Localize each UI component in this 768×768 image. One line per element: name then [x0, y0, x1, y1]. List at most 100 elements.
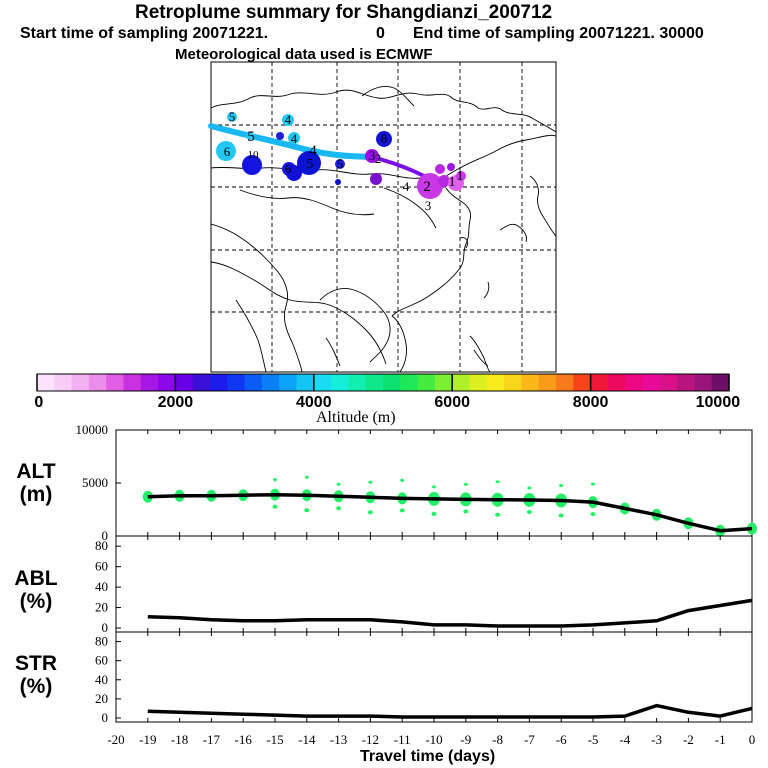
alt-panel: 10000 5000 0 [76, 422, 757, 543]
colorbar-cell [261, 374, 280, 391]
colorbar-cell [642, 374, 661, 391]
cluster-number: 5 [247, 129, 255, 145]
alt-cluster-blob [526, 509, 532, 514]
x-tick-label: -10 [425, 732, 442, 747]
alt-cluster-blob [367, 510, 373, 515]
abl-y-tick-label: 80 [95, 538, 108, 553]
x-tick-label: -12 [362, 732, 379, 747]
str-label-name: STR [15, 652, 57, 675]
trajectory-segment-early [208, 123, 375, 160]
alt-cluster-blob [555, 493, 568, 508]
cluster-number: 4 [309, 143, 317, 159]
colorbar-cell [244, 374, 263, 391]
cluster-number: 5 [337, 156, 344, 171]
cluster-number-labels: 5 4 5 4 6 10 4 6 5 8 5 3 2 4 2 3 1 1 [224, 109, 464, 213]
alt-cluster-blob [304, 475, 309, 479]
x-tick-label: -15 [266, 732, 283, 747]
plume-clusters [216, 112, 466, 199]
alt-cluster-blob [590, 512, 596, 517]
abl-panel-frame [115, 535, 753, 633]
colorbar-tick-label: 6000 [434, 394, 470, 411]
alt-cluster-blob [333, 490, 344, 503]
colorbar-cell [192, 374, 211, 391]
x-tick-label: -19 [139, 732, 156, 747]
alt-cluster-blob [559, 483, 564, 487]
colorbar-cell [279, 374, 298, 391]
colorbar-tick-label: 2000 [157, 394, 194, 411]
colorbar-cell [573, 374, 592, 391]
x-tick-label: 0 [749, 732, 756, 747]
alt-cluster-blob [206, 489, 217, 502]
colorbar-cell [158, 374, 176, 391]
x-tick-label: -9 [460, 732, 471, 747]
alt-cluster-blob [747, 522, 757, 535]
alt-series-line [147, 492, 753, 533]
colorbar-cell [400, 374, 419, 391]
alt-panel-frame [115, 429, 753, 537]
abl-y-tick-label: 0 [102, 620, 109, 635]
alt-cluster-blob [715, 524, 726, 537]
alt-cluster-blob [588, 496, 598, 509]
cluster-number: 6 [224, 144, 231, 159]
alt-cluster-blob [399, 508, 405, 513]
map-coastlines [211, 85, 556, 372]
alt-cluster-blob [428, 491, 440, 506]
alt-cluster-blob [558, 513, 564, 518]
alt-cluster-blob [304, 508, 310, 513]
cluster-number: 4 [403, 179, 410, 194]
colorbar-cell [556, 374, 574, 391]
alt-cluster-blob [270, 488, 280, 501]
str-y-tick-label: 0 [102, 710, 109, 725]
colorbar-cell [625, 374, 644, 391]
str-y-tick-label: 80 [95, 634, 108, 649]
x-tick-label: -5 [588, 732, 599, 747]
x-tick-label: -8 [492, 732, 503, 747]
str-panel-label: STR (%) [4, 652, 68, 698]
end-time-label: End time of sampling 20071221. 30000 [413, 25, 704, 42]
colorbar-cell [434, 374, 453, 391]
met-data-label: Meteorological data used is ECMWF [175, 46, 433, 63]
colorbar-cell [175, 374, 194, 391]
colorbar-tick-label: 10000 [695, 394, 741, 411]
cluster-number: 6 [285, 161, 292, 176]
colorbar-cell [452, 374, 471, 391]
alt-cluster-blob [431, 511, 437, 516]
chart-title: Retroplume summary for Shangdianzi_20071… [135, 2, 553, 23]
colorbar-tick-label: 8000 [572, 394, 609, 411]
alt-cluster-blob [400, 478, 405, 482]
abl-series-line [147, 598, 753, 628]
alt-cluster-blob [368, 480, 373, 484]
abl-y-tick-label: 40 [95, 579, 108, 594]
str-series-line [147, 703, 753, 719]
alt-label-unit: (m) [19, 483, 53, 506]
colorbar-cell [227, 374, 246, 391]
colorbar-cell [607, 374, 626, 391]
cluster-number: 3 [425, 198, 432, 213]
x-tick-label: -14 [298, 732, 316, 747]
str-y-tick-label: 20 [95, 691, 108, 706]
abl-panel: 80 60 40 20 0 [95, 535, 753, 635]
colorbar-cell [313, 374, 332, 391]
alt-cluster-blob [432, 485, 436, 489]
str-y-tick-label: 40 [95, 672, 108, 687]
alt-y-tick-label: 5000 [82, 475, 108, 490]
alt-cluster-blob [273, 478, 277, 482]
cluster-number: 1 [457, 169, 464, 184]
alt-cluster-blob [683, 517, 694, 530]
cluster-number: 5 [229, 109, 236, 124]
colorbar-cell [71, 374, 90, 391]
start-time-value: 0 [376, 25, 385, 42]
alt-cluster-blob [495, 512, 501, 517]
cluster-number: 8 [381, 131, 388, 146]
colorbar-cell [54, 374, 73, 391]
alt-cluster-blob [527, 486, 532, 490]
start-time-label: Start time of sampling 20071221. [20, 25, 269, 42]
alt-cluster-blob [459, 492, 472, 507]
alt-label-name: ALT [16, 460, 56, 483]
alt-cluster-blob [301, 489, 312, 502]
colorbar-cell [331, 374, 349, 391]
x-tick-label: -4 [619, 732, 630, 747]
colorbar-cell [123, 374, 142, 391]
